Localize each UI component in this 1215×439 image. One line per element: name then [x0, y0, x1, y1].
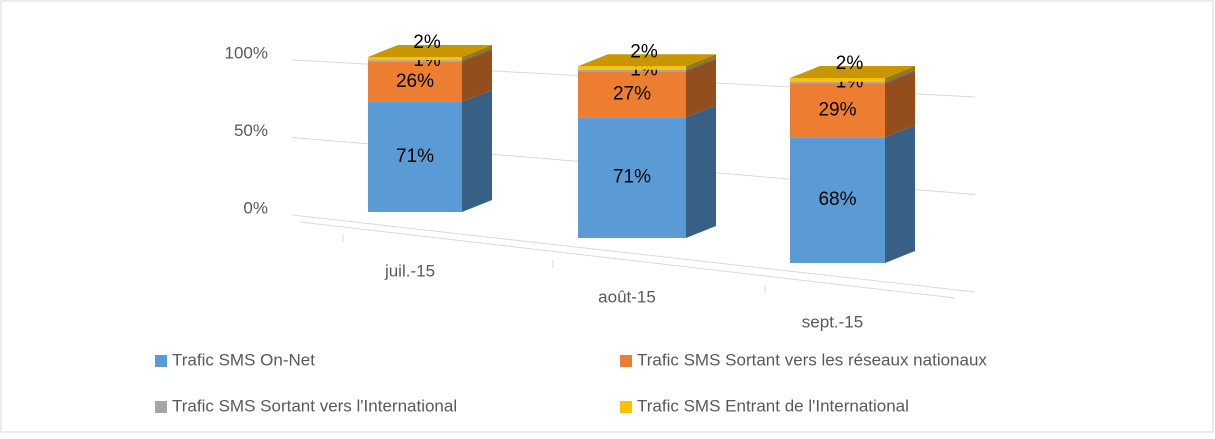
- bar-side: [885, 66, 915, 82]
- value-label: 29%: [818, 99, 856, 120]
- value-label: 68%: [818, 189, 856, 210]
- value-label: 2%: [630, 41, 658, 62]
- legend-label: Trafic SMS Entrant de l'International: [637, 396, 909, 415]
- legend-swatch: [620, 401, 632, 413]
- legend-swatch: [620, 355, 632, 367]
- legend-label: Trafic SMS Sortant vers l'International: [172, 396, 457, 415]
- bar-side: [885, 71, 915, 138]
- value-label: 27%: [613, 83, 651, 104]
- legend-swatch: [155, 401, 167, 413]
- bar-side: [462, 89, 492, 212]
- bar-side: [462, 45, 492, 61]
- bar: [368, 101, 462, 212]
- legend-label: Trafic SMS Sortant vers les réseaux nati…: [637, 350, 987, 369]
- x-tick-label: août-15: [598, 287, 656, 306]
- bar: [790, 137, 885, 263]
- bar-side: [686, 105, 716, 238]
- value-label: 2%: [836, 53, 864, 74]
- bar-top: [368, 45, 492, 57]
- bar: [578, 66, 686, 70]
- legend-swatch: [155, 355, 167, 367]
- y-tick-label: 100%: [225, 43, 268, 62]
- bar: [790, 81, 885, 84]
- bar: [368, 57, 462, 61]
- bar: [368, 60, 462, 62]
- y-tick-label: 0%: [243, 198, 268, 217]
- value-label: 2%: [413, 32, 441, 53]
- bar-side: [686, 59, 716, 118]
- bar-side: [885, 69, 915, 84]
- bar-top: [790, 66, 915, 78]
- bar: [790, 83, 885, 138]
- x-tick-label: juil.-15: [384, 261, 435, 280]
- bar-side: [686, 54, 716, 70]
- bar-side: [462, 49, 492, 102]
- y-tick-label: 50%: [234, 121, 268, 140]
- floor-edge: [299, 221, 956, 299]
- bar-top: [578, 54, 716, 67]
- bar-side: [885, 125, 915, 263]
- value-label: 26%: [396, 71, 434, 92]
- value-label: 71%: [396, 146, 434, 167]
- bar: [368, 61, 462, 102]
- bar: [790, 78, 885, 82]
- bar-side: [462, 48, 492, 62]
- value-label: 71%: [613, 167, 651, 188]
- bar-side: [686, 57, 716, 72]
- bar: [578, 117, 686, 238]
- bar: [578, 69, 686, 72]
- bar: [578, 71, 686, 118]
- legend-label: Trafic SMS On-Net: [172, 350, 315, 369]
- x-tick-label: sept.-15: [802, 312, 863, 331]
- grid-line: [291, 214, 976, 293]
